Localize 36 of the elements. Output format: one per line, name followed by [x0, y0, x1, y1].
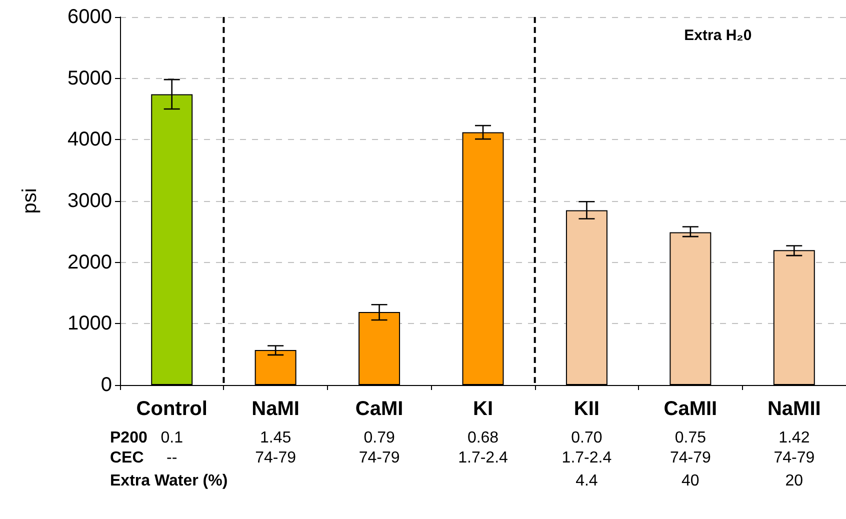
text: 0.79 [364, 430, 395, 446]
text: 40 [682, 472, 700, 490]
y-tick-label: 3000 [68, 190, 112, 212]
x-tick-label: Control [136, 398, 208, 420]
text: 74-79 [255, 450, 296, 466]
x-tick-label: KI [473, 398, 493, 420]
text: 4.4 [576, 472, 598, 490]
text: 20 [785, 472, 804, 490]
text: 0.68 [467, 430, 499, 446]
text: -- [166, 450, 178, 466]
x-tick-label: CaMII [664, 398, 718, 420]
text: 1.42 [778, 430, 810, 446]
text: 1.7-2.4 [562, 450, 612, 466]
y-tick-label: 6000 [68, 6, 112, 28]
text: CEC [110, 450, 144, 466]
text: P200 [110, 430, 148, 446]
text: Extra Water (%) [110, 472, 228, 490]
x-tick-label: NaMII [767, 398, 821, 420]
y-tick-label: 4000 [68, 128, 112, 151]
y-tick-label: 0 [100, 374, 112, 396]
text: 74-79 [774, 450, 815, 466]
y-tick-label: 1000 [68, 312, 112, 335]
text: 1.7-2.4 [458, 450, 508, 466]
text: 0.75 [674, 430, 706, 446]
y-tick-label: 2000 [68, 251, 112, 274]
text: 0.1 [160, 430, 183, 446]
x-tick-label: NaMI [252, 398, 300, 420]
annotation: Extra H₂0 [684, 27, 752, 44]
text: 74-79 [670, 450, 711, 466]
x-tick-label: KII [574, 398, 600, 420]
y-tick-label: 5000 [68, 67, 112, 90]
text: 0.70 [571, 430, 602, 446]
text: 74-79 [358, 450, 400, 466]
y-axis-title: psi [19, 188, 41, 214]
x-tick-label: CaMI [355, 398, 404, 420]
text: 1.45 [260, 430, 292, 446]
